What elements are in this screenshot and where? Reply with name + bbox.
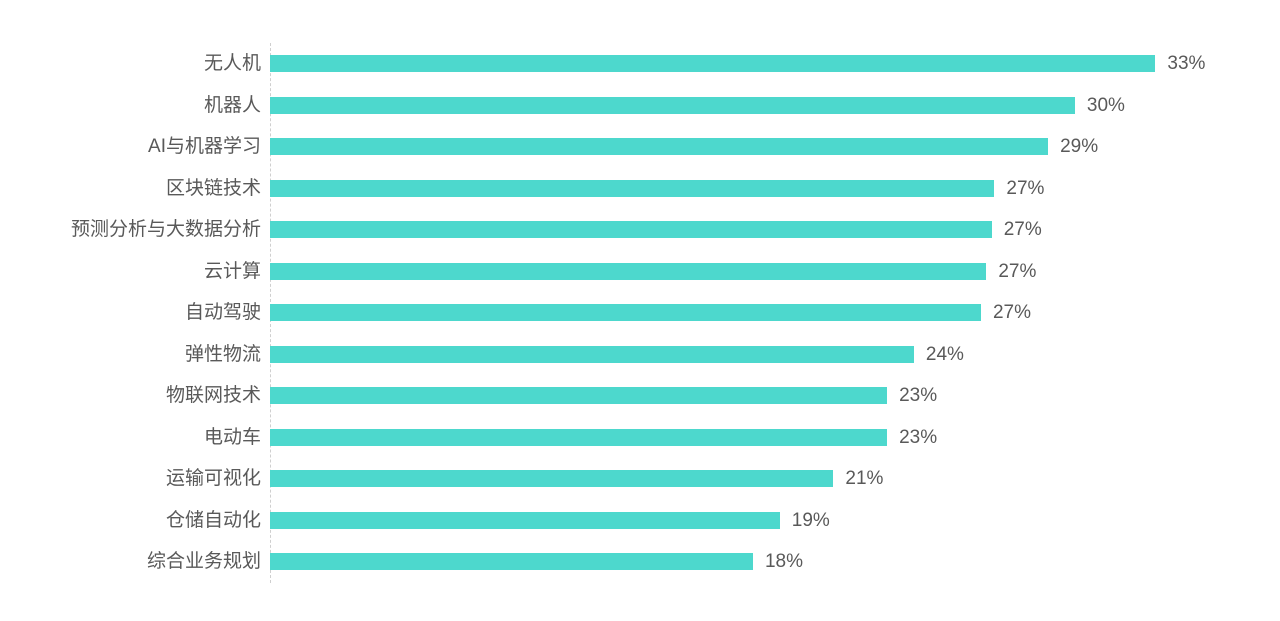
bar	[270, 221, 992, 239]
bar	[270, 55, 1156, 73]
category-label: 物联网技术	[165, 385, 261, 407]
category-label: 机器人	[203, 94, 261, 116]
category-label: 自动驾驶	[184, 302, 261, 324]
chart-row: 云计算 27%	[0, 251, 1280, 293]
value-label: 23%	[899, 385, 938, 407]
bar-zone: 29%	[270, 126, 1280, 168]
category-label: 仓储自动化	[165, 509, 261, 531]
bar	[270, 179, 995, 197]
category-label: 预测分析与大数据分析	[70, 219, 261, 241]
bar-zone: 27%	[270, 168, 1280, 210]
value-label: 21%	[845, 468, 884, 490]
bar	[270, 304, 981, 322]
value-label: 33%	[1167, 53, 1206, 75]
category-label: 运输可视化	[165, 468, 261, 490]
value-label: 23%	[899, 426, 938, 448]
category-label: 综合业务规划	[146, 551, 261, 573]
value-label: 27%	[998, 260, 1037, 282]
bar-zone: 27%	[270, 209, 1280, 251]
category-label: 云计算	[203, 260, 261, 282]
chart-row: 无人机 33%	[0, 43, 1280, 85]
value-label: 27%	[1003, 219, 1042, 241]
bar	[270, 262, 987, 280]
bar-zone: 30%	[270, 85, 1280, 127]
bar-zone: 23%	[270, 375, 1280, 417]
bar	[270, 553, 753, 571]
bar	[270, 428, 888, 446]
chart-row: 自动驾驶 27%	[0, 292, 1280, 334]
category-label: 无人机	[203, 53, 261, 75]
bar-zone: 27%	[270, 251, 1280, 293]
bar-zone: 27%	[270, 292, 1280, 334]
value-label: 18%	[764, 551, 803, 573]
bar-zone: 21%	[270, 458, 1280, 500]
chart-row: 运输可视化 21%	[0, 458, 1280, 500]
chart-row: 预测分析与大数据分析 27%	[0, 209, 1280, 251]
value-label: 27%	[992, 302, 1032, 324]
bar	[270, 470, 834, 488]
bar-zone: 18%	[270, 541, 1280, 583]
value-label: 19%	[791, 509, 830, 531]
value-label: 24%	[925, 343, 964, 365]
bar-zone: 24%	[270, 334, 1280, 376]
chart-row: 机器人 30%	[0, 85, 1280, 127]
value-label: 29%	[1060, 136, 1099, 158]
bar	[270, 138, 1049, 156]
bar	[270, 345, 914, 363]
category-label: AI与机器学习	[148, 136, 261, 158]
bar	[270, 511, 780, 529]
category-label: 区块链技术	[165, 177, 261, 199]
value-label: 27%	[1006, 177, 1045, 199]
chart-row: 综合业务规划 18%	[0, 541, 1280, 583]
chart-row: 电动车 23%	[0, 417, 1280, 459]
bar-zone: 23%	[270, 417, 1280, 459]
value-label: 30%	[1086, 94, 1125, 116]
chart-row: 区块链技术 27%	[0, 168, 1280, 210]
chart-row: AI与机器学习 29%	[0, 126, 1280, 168]
chart-row: 弹性物流 24%	[0, 334, 1280, 376]
bar-zone: 19%	[270, 500, 1280, 542]
chart-row: 物联网技术 23%	[0, 375, 1280, 417]
bar-zone: 33%	[270, 43, 1280, 85]
bar-chart: 无人机 33% 机器人 30% AI与机器学习 29% 区块链技术 27% 预测…	[0, 43, 1280, 583]
bar	[270, 387, 888, 405]
category-label: 弹性物流	[184, 343, 261, 365]
category-label: 电动车	[203, 426, 261, 448]
chart-rows: 无人机 33% 机器人 30% AI与机器学习 29% 区块链技术 27% 预测…	[0, 43, 1280, 583]
chart-row: 仓储自动化 19%	[0, 500, 1280, 542]
bar	[270, 96, 1075, 114]
